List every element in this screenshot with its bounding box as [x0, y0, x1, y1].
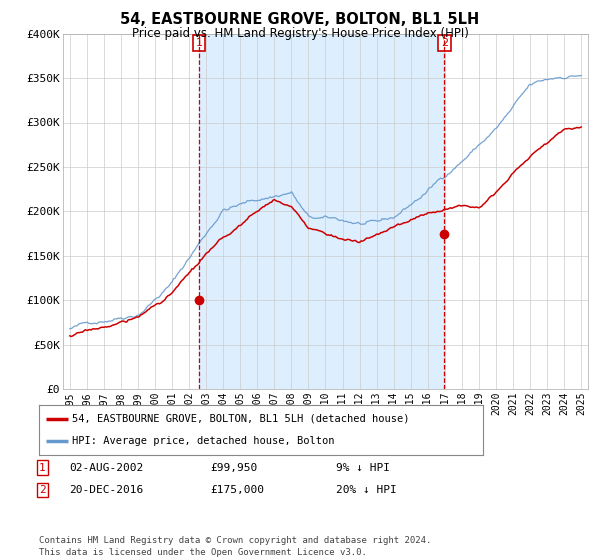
Text: 20-DEC-2016: 20-DEC-2016	[69, 485, 143, 495]
Text: 2: 2	[39, 485, 46, 495]
Text: 54, EASTBOURNE GROVE, BOLTON, BL1 5LH (detached house): 54, EASTBOURNE GROVE, BOLTON, BL1 5LH (d…	[73, 414, 410, 424]
Text: Contains HM Land Registry data © Crown copyright and database right 2024.
This d: Contains HM Land Registry data © Crown c…	[39, 536, 431, 557]
Text: 02-AUG-2002: 02-AUG-2002	[69, 463, 143, 473]
Bar	[199, 34, 445, 389]
Text: Price paid vs. HM Land Registry's House Price Index (HPI): Price paid vs. HM Land Registry's House …	[131, 27, 469, 40]
Text: 9% ↓ HPI: 9% ↓ HPI	[336, 463, 390, 473]
Text: £175,000: £175,000	[210, 485, 264, 495]
Text: 2: 2	[441, 38, 448, 48]
Text: £99,950: £99,950	[210, 463, 257, 473]
Text: HPI: Average price, detached house, Bolton: HPI: Average price, detached house, Bolt…	[73, 436, 335, 446]
Text: 20% ↓ HPI: 20% ↓ HPI	[336, 485, 397, 495]
Text: 54, EASTBOURNE GROVE, BOLTON, BL1 5LH: 54, EASTBOURNE GROVE, BOLTON, BL1 5LH	[121, 12, 479, 27]
Text: 1: 1	[39, 463, 46, 473]
Text: 1: 1	[196, 38, 203, 48]
